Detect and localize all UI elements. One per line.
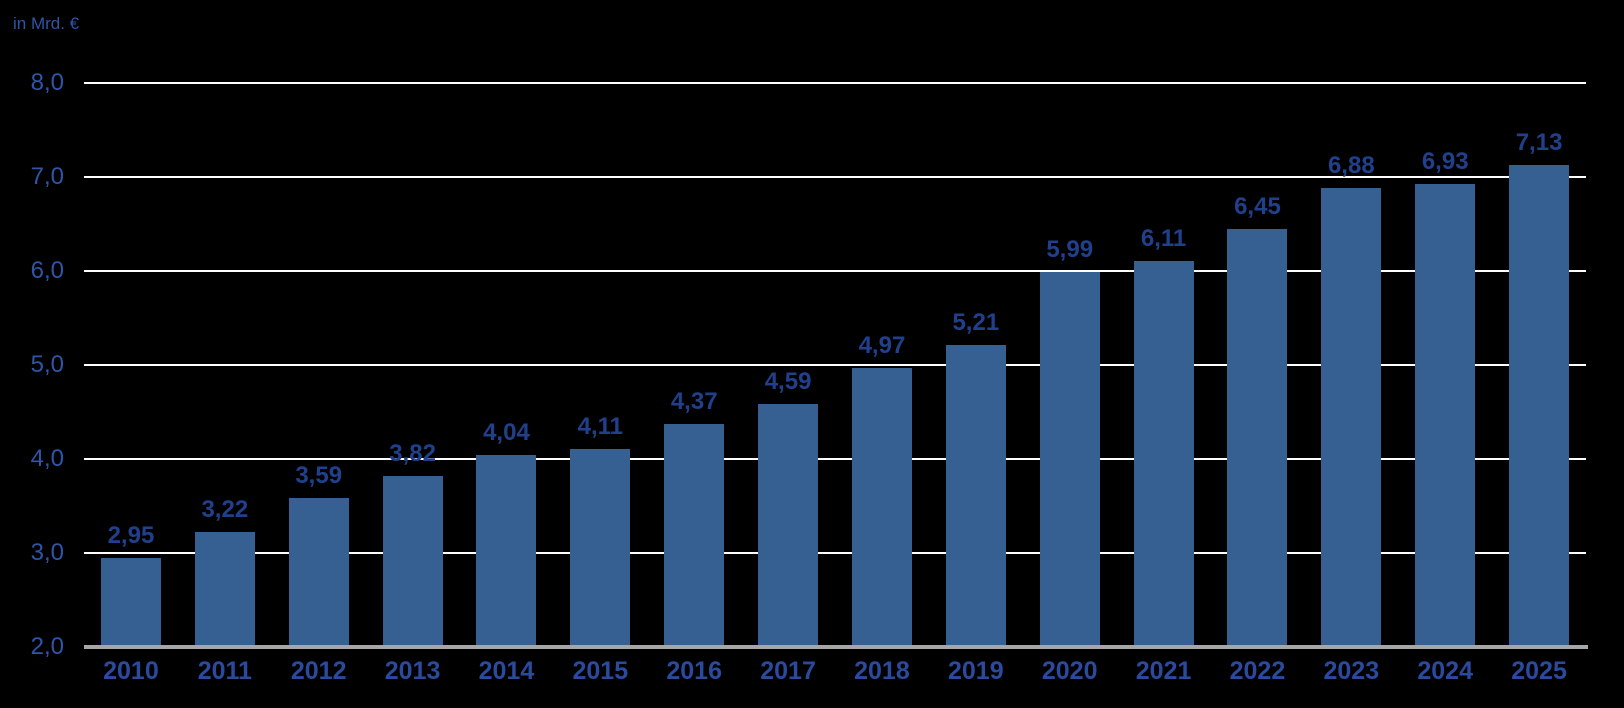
y-axis-tick-label: 4,0: [30, 445, 64, 472]
x-axis-year-label: 2012: [290, 657, 347, 685]
bar-slot: 4,04: [460, 83, 554, 647]
bar: [194, 532, 255, 647]
bar-slot: 6,93: [1398, 83, 1492, 647]
bar-slot: 6,88: [1304, 83, 1398, 647]
bar: [1509, 164, 1570, 647]
bar-value-label: 5,99: [1046, 235, 1094, 263]
bar-slot: 6,11: [1117, 83, 1211, 647]
x-axis-year-label: 2015: [572, 657, 629, 685]
bar: [288, 497, 349, 647]
bar: [758, 403, 819, 647]
x-axis-year-label: 2017: [760, 657, 816, 685]
x-axis-year-label: 2014: [478, 657, 535, 685]
x-axis-year-label: 2016: [666, 657, 722, 685]
x-axis-year-labels: 2010 2011 2012 2013 2014 2015 2016 2017 2018 2019…: [84, 657, 1586, 686]
x-axis-year-label: 2022: [1229, 657, 1286, 685]
bar-slot: 4,11: [553, 83, 647, 647]
bar-slot: 4,59: [741, 83, 835, 647]
gridline: [84, 364, 1586, 366]
bar: [1321, 188, 1382, 647]
bar-slot: 2,95: [84, 83, 178, 647]
bar-value-label: 4,11: [577, 412, 624, 440]
gridline: [84, 82, 1586, 84]
bar-slot: 5,21: [929, 83, 1023, 647]
bar-slot: 3,22: [178, 83, 272, 647]
bar-value-label: 3,82: [389, 439, 436, 467]
bar-value-label: 3,59: [295, 461, 343, 489]
bars-container: 2,95 3,22 3,59 3,82 4,04 4,11 4,37 4,59 4,97 5,21…: [84, 83, 1586, 647]
bar: [664, 424, 725, 647]
bar-value-label: 6,45: [1234, 192, 1281, 220]
x-axis-year-label: 2010: [103, 657, 159, 685]
gridline: [84, 458, 1586, 460]
x-axis-year-label: 2024: [1417, 657, 1473, 685]
y-axis-tick-label: 2,0: [30, 633, 64, 660]
bar-value-label: 4,04: [483, 419, 530, 447]
y-axis-labels: 8,0 7,0 6,0 5,0 4,0 3,0 2,0: [0, 69, 70, 660]
bar: [570, 448, 631, 647]
x-axis-year-label: 2018: [854, 657, 910, 685]
bar-slot: 5,99: [1023, 83, 1117, 647]
bar-slot: 4,37: [647, 83, 741, 647]
bar: [851, 367, 912, 647]
y-axis-tick-label: 8,0: [30, 69, 64, 96]
bar-value-label: 6,88: [1327, 152, 1375, 180]
bar-value-label: 3,22: [201, 496, 249, 524]
bar-value-label: 4,97: [858, 331, 906, 359]
y-axis-tick-label: 7,0: [30, 163, 64, 190]
bar-slot: 4,97: [835, 83, 929, 647]
bar-slot: 7,13: [1492, 83, 1586, 647]
bar-slot: 3,82: [366, 83, 460, 647]
bar: [945, 345, 1006, 647]
x-axis-year-label: 2020: [1041, 657, 1098, 685]
x-axis-year-label: 2023: [1323, 657, 1380, 685]
bar: [1415, 183, 1476, 647]
x-axis-year-label: 2025: [1511, 657, 1567, 685]
gridline: [84, 552, 1586, 554]
bar-slot: 3,59: [272, 83, 366, 647]
bar: [1133, 260, 1194, 647]
gridline: [84, 270, 1586, 272]
bar: [382, 475, 443, 647]
bar-value-label: 6,93: [1421, 147, 1469, 175]
x-axis-year-label: 2019: [948, 657, 1004, 685]
x-axis-line: [84, 645, 1588, 649]
bar: [476, 455, 537, 647]
x-axis-year-label: 2021: [1135, 657, 1192, 685]
bar-value-label: 5,21: [952, 309, 1000, 337]
plot-area: 2,95 3,22 3,59 3,82 4,04 4,11 4,37 4,59 4,97 5,21…: [84, 82, 1586, 647]
unit-label: in Mrd. €: [13, 14, 80, 33]
bar-value-label: 2,95: [107, 521, 155, 549]
bar-slot: 6,45: [1211, 83, 1305, 647]
bar-value-label: 6,11: [1140, 224, 1187, 252]
bar-value-label: 4,37: [670, 388, 718, 416]
y-axis-tick-label: 3,0: [30, 539, 64, 566]
y-axis-tick-label: 6,0: [30, 257, 64, 284]
bar-value-label: 4,59: [764, 367, 812, 395]
bar: [100, 557, 161, 647]
x-axis-year-label: 2011: [197, 657, 252, 685]
y-axis-tick-label: 5,0: [30, 351, 64, 378]
gridline: [84, 176, 1586, 178]
bar: [1039, 271, 1100, 647]
bar: [1227, 228, 1288, 647]
x-axis-year-label: 2013: [384, 657, 441, 685]
bar-value-label: 7,13: [1515, 128, 1563, 156]
